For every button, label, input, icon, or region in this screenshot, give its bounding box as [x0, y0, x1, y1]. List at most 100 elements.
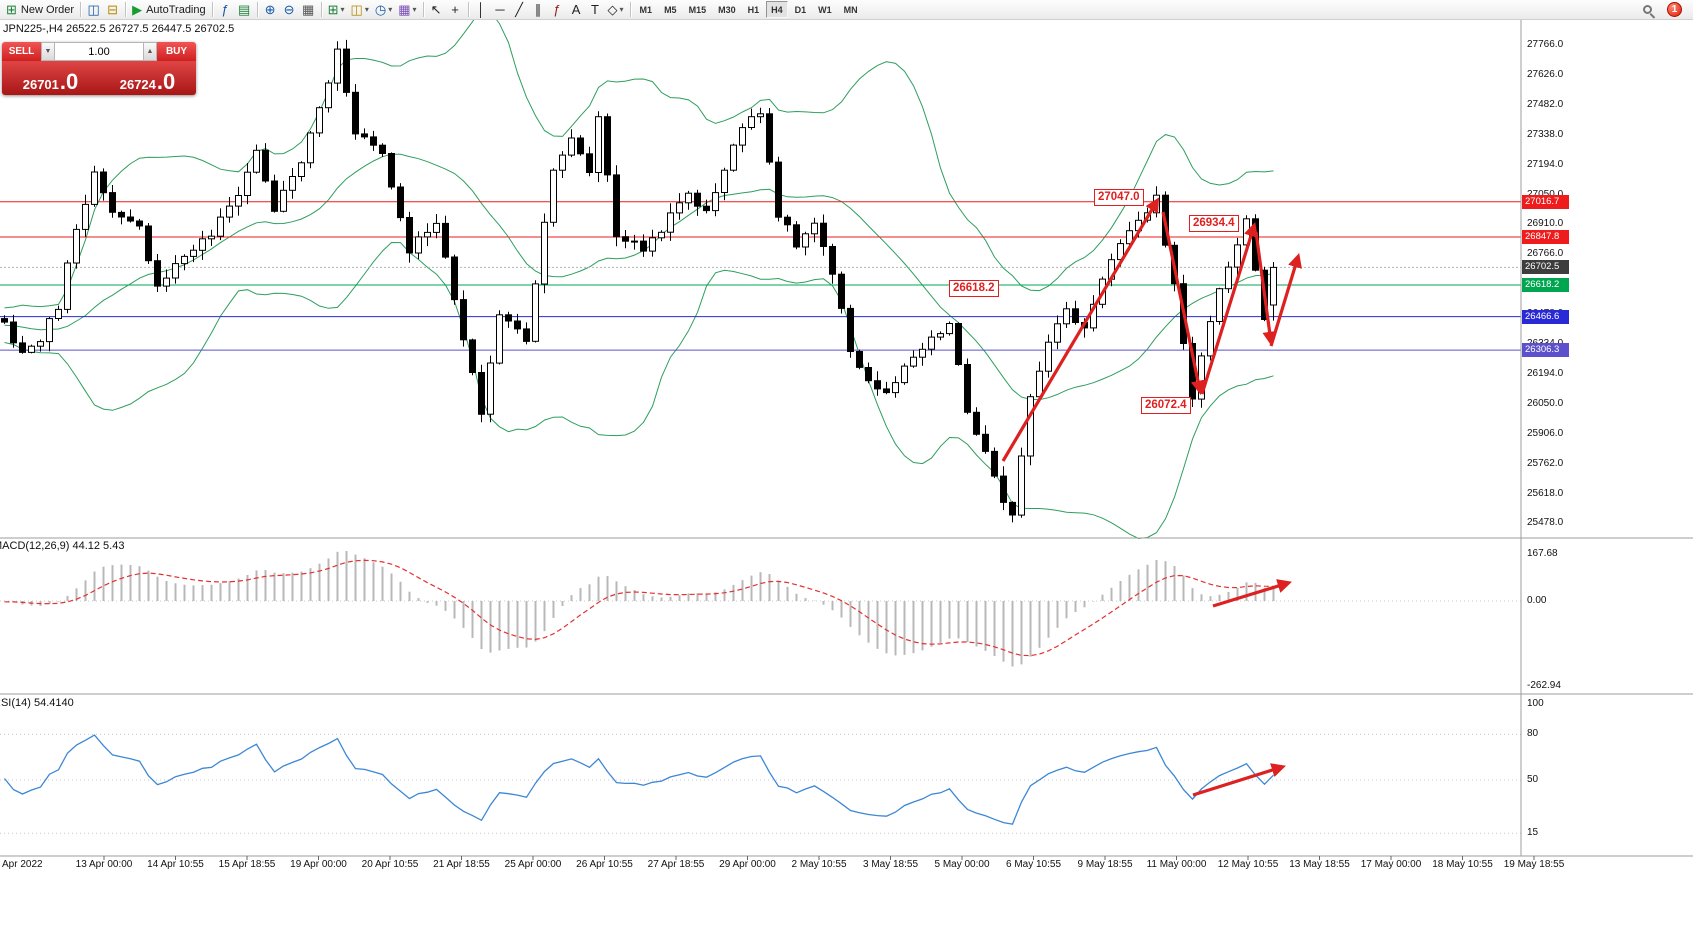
volume-decrease-icon[interactable]: ▼ [41, 42, 55, 61]
price-axis-label: 26050.0 [1527, 397, 1564, 409]
rsi-label: RSI(14) 54.4140 [0, 697, 74, 709]
timeframe-w1-button[interactable]: W1 [818, 4, 832, 15]
template-icon-caret[interactable]: ▾ [412, 5, 417, 14]
timeframe-d1-button[interactable]: D1 [794, 4, 807, 15]
price-tag[interactable]: 26618.2 [1522, 277, 1569, 292]
text-icon[interactable]: A [567, 1, 586, 19]
horizontal-line-icon[interactable]: ─ [491, 1, 510, 19]
toolbar-separator [256, 2, 258, 17]
price-axis-label: 27338.0 [1527, 128, 1564, 140]
new-chart-icon-caret[interactable]: ▾ [340, 5, 345, 14]
timeframe-h4-button[interactable]: H4 [766, 1, 788, 18]
indicator-window-icon[interactable]: ▤ [235, 1, 254, 19]
indicators-icon-glyph: ƒ [221, 1, 229, 17]
profiles-icon[interactable]: ◫ ▾ [348, 1, 372, 19]
profiles-icon-glyph: ◫ [350, 1, 363, 17]
text-icon-glyph: A [571, 1, 581, 17]
data-window-icon[interactable]: ⊟ [103, 1, 122, 19]
charts-window-icon[interactable]: ◫ [84, 1, 103, 19]
volume-input[interactable]: 1.00 [55, 42, 143, 61]
timeframe-m30-button[interactable]: M30 [718, 4, 736, 15]
channel-icon[interactable]: ∥ [529, 1, 548, 19]
cursor-icon[interactable]: ↖ [427, 1, 446, 19]
indicators-icon[interactable]: ƒ [216, 1, 235, 19]
price-tag[interactable]: 26466.6 [1522, 309, 1569, 324]
shapes-icon-caret[interactable]: ▾ [619, 5, 624, 14]
time-axis-label: 11 May 00:00 [1146, 859, 1207, 870]
time-axis-label: 29 Apr 00:00 [719, 859, 776, 870]
crosshair-icon[interactable]: + [446, 1, 465, 19]
crosshair-icon-glyph: + [451, 1, 459, 17]
price-annotation: 27047.0 [1094, 189, 1144, 206]
time-axis-label: 3 May 18:55 [862, 859, 919, 870]
one-click-trade-panel: SELL ▼ 1.00 ▲ BUY 26701 .0 26724 .0 [2, 42, 196, 95]
price-axis-label: 27482.0 [1527, 98, 1564, 110]
toolbar-separator [211, 2, 213, 17]
buy-button[interactable]: BUY [157, 42, 196, 61]
timeframe-mn-button[interactable]: MN [843, 4, 858, 15]
volume-increase-icon[interactable]: ▲ [143, 42, 157, 61]
notification-badge[interactable]: 1 [1667, 2, 1682, 17]
trendline-icon-glyph: ╱ [515, 1, 523, 17]
period-menu-icon[interactable]: ◷ ▾ [372, 1, 395, 19]
period-menu-icon-caret[interactable]: ▾ [388, 5, 393, 14]
tile-windows-icon-glyph: ▦ [301, 1, 315, 17]
tile-windows-icon[interactable]: ▦ [299, 1, 318, 19]
toolbar-separator [320, 2, 322, 17]
price-axis-label: 27050.0 [1527, 189, 1563, 200]
shapes-icon[interactable]: ◇ ▾ [605, 1, 627, 19]
indicator-window-icon-glyph: ▤ [237, 1, 251, 17]
sell-price-main: 26701 [22, 77, 59, 92]
price-axis-label: 27766.0 [1527, 39, 1564, 51]
sell-button[interactable]: SELL [2, 42, 41, 61]
search-icon-glyph [1643, 5, 1652, 14]
new-order-icon: ⊞ [6, 1, 17, 17]
search-icon[interactable] [1638, 1, 1657, 19]
template-icon[interactable]: ▦ ▾ [395, 1, 419, 19]
price-axis-label: 25762.0 [1527, 457, 1564, 469]
price-axis-label: 27626.0 [1527, 68, 1564, 80]
buy-price[interactable]: 26724 .0 [99, 61, 196, 95]
time-axis-label: 13 May 18:55 [1289, 859, 1350, 870]
price-annotation: 26072.4 [1141, 397, 1191, 414]
trendline-icon[interactable]: ╱ [510, 1, 529, 19]
levels-layer [0, 201, 1521, 351]
autotrading-button[interactable]: ▶ AutoTrading [129, 1, 209, 19]
macd-axis-label: 0.00 [1527, 595, 1547, 606]
macd-axis-label: 167.68 [1527, 548, 1558, 559]
price-tag[interactable]: 27016.7 [1522, 194, 1569, 209]
timeframe-m15-button[interactable]: M15 [688, 4, 707, 15]
price-axis-label: 27194.0 [1527, 158, 1564, 170]
timeframe-m1-button[interactable]: M1 [639, 4, 653, 15]
price-tag[interactable]: 26306.3 [1522, 343, 1569, 358]
time-axis-label: 26 Apr 10:55 [576, 859, 633, 870]
time-axis-label: 12 May 10:55 [1217, 859, 1279, 870]
macd-axis-label: -262.94 [1527, 680, 1561, 691]
price-axis-label: 25618.0 [1527, 487, 1564, 499]
text-label-icon[interactable]: T [586, 1, 605, 19]
time-axis-label: Apr 2022 [2, 859, 43, 870]
price-tag[interactable]: 26847.8 [1522, 230, 1569, 245]
panel-borders [0, 20, 1693, 860]
price-annotation: 26934.4 [1189, 215, 1239, 232]
timeframe-toolbar: M1 M5 M15 M30 H1 H4 D1 W1 MN [634, 1, 864, 18]
sell-price[interactable]: 26701 .0 [2, 61, 99, 95]
zoom-out-icon[interactable]: ⊖ [280, 1, 299, 19]
zoom-in-icon-glyph: ⊕ [264, 1, 276, 17]
timeframe-m5-button[interactable]: M5 [664, 4, 677, 15]
timeframe-h1-button[interactable]: H1 [747, 4, 760, 15]
buy-price-main: 26724 [119, 77, 156, 92]
buy-price-frac: .0 [156, 69, 176, 95]
new-chart-icon[interactable]: ⊞ ▾ [325, 1, 348, 19]
price-annotation: 26618.2 [949, 280, 999, 297]
new-order-button-label: New Order [20, 3, 75, 16]
profiles-icon-caret[interactable]: ▾ [364, 5, 369, 14]
zoom-in-icon[interactable]: ⊕ [261, 1, 280, 19]
price-axis-label: 25906.0 [1527, 427, 1564, 439]
rsi-layer [0, 733, 1521, 834]
vertical-line-icon[interactable]: │ [472, 1, 491, 19]
rsi-axis-label: 15 [1527, 827, 1539, 839]
new-order-button[interactable]: ⊞ New Order [3, 1, 77, 19]
fibonacci-icon[interactable]: ƒ [548, 1, 567, 19]
